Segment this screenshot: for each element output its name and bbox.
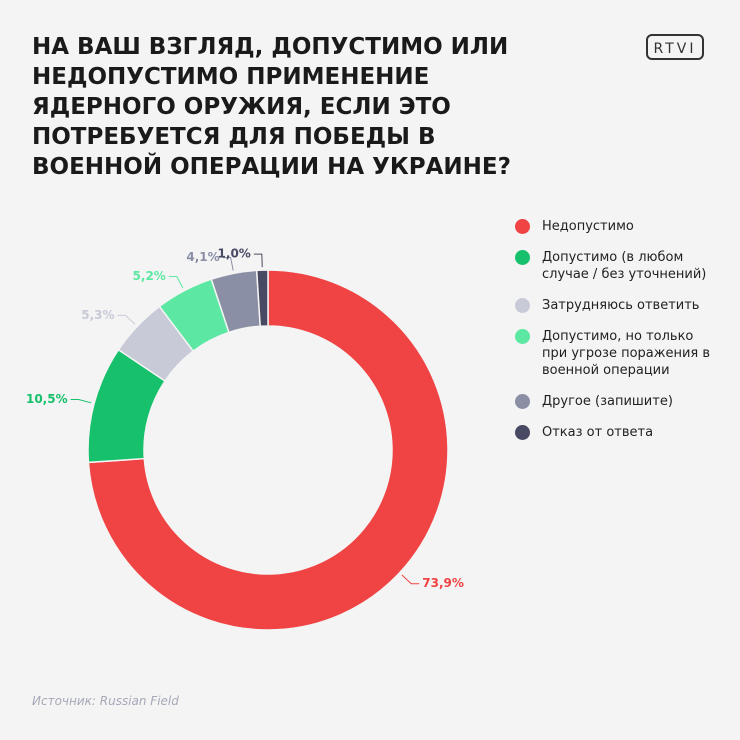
legend: Недопустимо Допустимо (в любом случае / б… — [515, 218, 720, 455]
legend-label: Недопустимо — [542, 219, 634, 234]
legend-swatch — [515, 298, 530, 313]
title: НА ВАШ ВЗГЛЯД, ДОПУСТИМО ИЛИ НЕДОПУСТИМО… — [32, 34, 511, 180]
value-label: 5,3% — [81, 308, 114, 322]
value-label: 73,9% — [422, 576, 464, 590]
legend-label: Допустимо, но только при угрозе поражени… — [542, 329, 711, 378]
leader-line — [401, 574, 420, 585]
legend-item: Недопустимо — [515, 218, 720, 235]
leader-line — [117, 314, 136, 325]
value-label: 10,5% — [26, 392, 68, 406]
legend-label: Другое (запишите) — [542, 394, 673, 409]
legend-swatch — [515, 425, 530, 440]
legend-item: Другое (запишите) — [515, 393, 720, 410]
logo: RTVI — [646, 34, 704, 60]
legend-label: Отказ от ответа — [542, 425, 654, 440]
source: Источник: Russian Field — [32, 694, 179, 708]
leader-line — [168, 275, 184, 289]
legend-item: Затрудняюсь ответить — [515, 297, 720, 314]
donut-segment — [87, 269, 449, 631]
legend-item: Допустимо, но только при угрозе поражени… — [515, 328, 720, 379]
leader-line — [253, 253, 263, 268]
legend-item: Допустимо (в любом случае / без уточнени… — [515, 249, 720, 283]
legend-label: Затрудняюсь ответить — [542, 298, 700, 313]
legend-swatch — [515, 394, 530, 409]
donut-segment — [255, 269, 269, 328]
value-label: 1,0% — [218, 247, 251, 261]
legend-label: Допустимо (в любом случае / без уточнени… — [542, 250, 707, 282]
leader-line — [70, 398, 92, 404]
legend-item: Отказ от ответа — [515, 424, 720, 441]
value-label: 5,2% — [133, 269, 166, 283]
legend-swatch — [515, 329, 530, 344]
value-label: 4,1% — [186, 250, 219, 264]
legend-swatch — [515, 250, 530, 265]
leader-line — [222, 257, 234, 271]
legend-swatch — [515, 219, 530, 234]
